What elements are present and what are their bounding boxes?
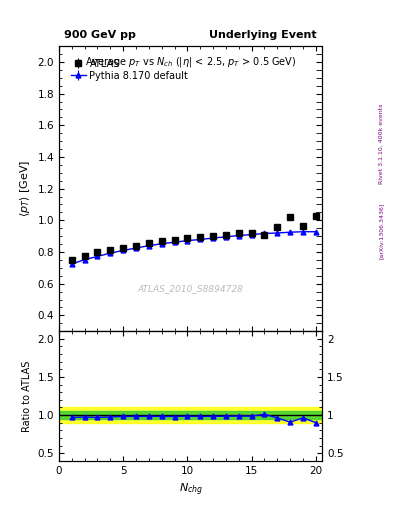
Y-axis label: Ratio to ATLAS: Ratio to ATLAS xyxy=(22,360,32,432)
Text: 900 GeV pp: 900 GeV pp xyxy=(64,30,136,40)
X-axis label: $N_{chg}$: $N_{chg}$ xyxy=(178,481,203,498)
Bar xyxy=(59,411,322,419)
Text: Average $p_T$ vs $N_{ch}$ ($|\eta|$ < 2.5, $p_T$ > 0.5 GeV): Average $p_T$ vs $N_{ch}$ ($|\eta|$ < 2.… xyxy=(85,55,296,69)
Text: Underlying Event: Underlying Event xyxy=(209,30,317,40)
Text: Rivet 3.1.10, 400k events: Rivet 3.1.10, 400k events xyxy=(379,103,384,184)
Text: ATLAS_2010_S8894728: ATLAS_2010_S8894728 xyxy=(138,284,244,293)
Text: [arXiv:1306.3436]: [arXiv:1306.3436] xyxy=(379,202,384,259)
Y-axis label: $\langle p_T \rangle$ [GeV]: $\langle p_T \rangle$ [GeV] xyxy=(18,160,32,217)
Bar xyxy=(59,408,322,423)
Legend: ATLAS, Pythia 8.170 default: ATLAS, Pythia 8.170 default xyxy=(69,57,190,82)
